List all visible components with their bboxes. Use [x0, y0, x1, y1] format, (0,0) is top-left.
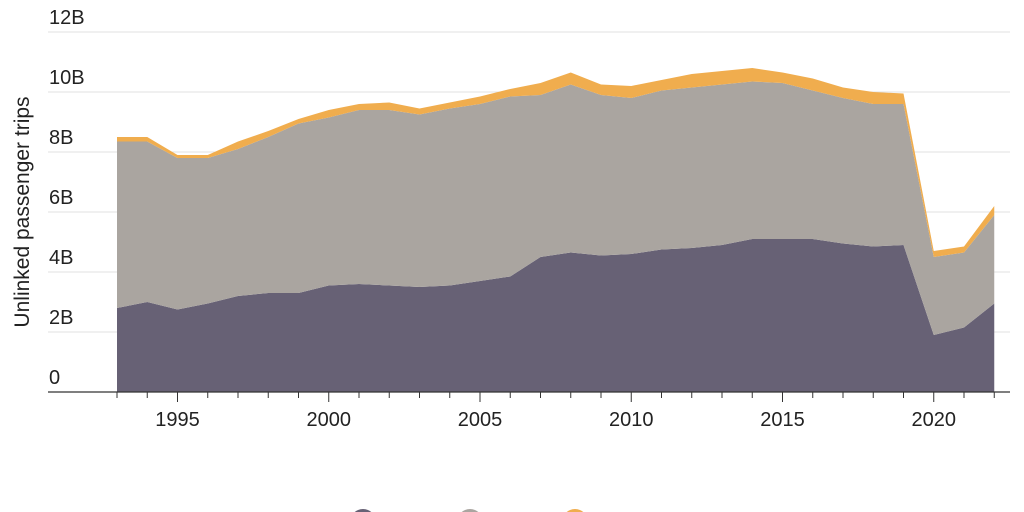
legend-label-other: Other: [608, 510, 658, 512]
area-series: [117, 68, 995, 392]
x-tick-label: 1995: [155, 409, 200, 431]
x-tick-label: 2020: [912, 409, 957, 431]
legend-swatch-other: [566, 509, 584, 512]
y-tick-label: 10B: [49, 67, 85, 89]
legend: Rail Bus Other: [354, 509, 658, 512]
y-tick-label: 12B: [49, 7, 85, 29]
legend-swatch-bus: [461, 509, 479, 512]
area-rail: [117, 239, 995, 392]
y-tick-label: 2B: [49, 307, 73, 329]
x-axis: 1995 2000 2005 2010 2015 2020: [48, 391, 1010, 431]
y-tick-label: 8B: [49, 127, 73, 149]
legend-label-bus: Bus: [503, 510, 537, 512]
y-axis-title: Unlinked passenger trips: [11, 96, 34, 327]
y-axis-ticks: 0 2B 4B 6B 8B 10B 12B: [49, 7, 85, 389]
legend-swatch-rail: [354, 509, 372, 512]
legend-label-rail: Rail: [396, 510, 430, 512]
x-tick-label: 2000: [307, 409, 352, 431]
x-tick-label: 2015: [760, 409, 805, 431]
y-tick-label: 4B: [49, 247, 73, 269]
area-bus: [117, 81, 995, 335]
x-tick-label: 2005: [458, 409, 503, 431]
y-tick-label: 6B: [49, 187, 73, 209]
y-tick-label: 0: [49, 367, 60, 389]
x-tick-label: 2010: [609, 409, 654, 431]
area-other: [117, 68, 995, 257]
